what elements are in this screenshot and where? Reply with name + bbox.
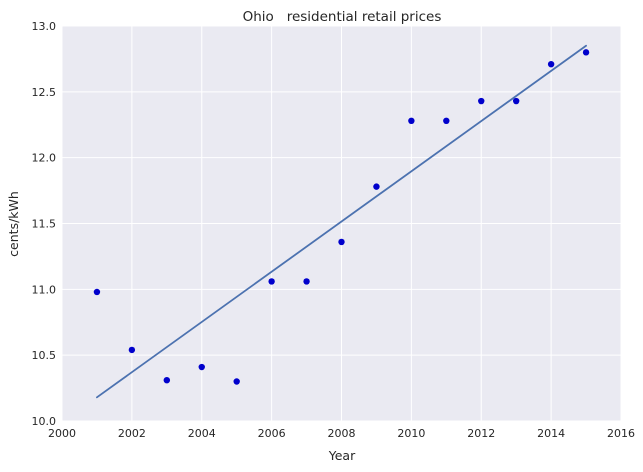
y-tick-label: 13.0 [32,20,57,33]
fit-line [96,44,587,399]
data-point [93,288,101,296]
grid [61,25,622,422]
x-tick-label: 2008 [328,427,356,440]
fit-line-group [96,44,587,399]
x-tick-label: 2004 [188,427,216,440]
data-point [128,346,136,354]
y-tick-label: 10.0 [32,415,57,428]
chart-title: Ohio residential retail prices [243,9,442,25]
y-tick-label: 10.5 [32,349,57,362]
data-point [163,376,171,384]
data-point [338,238,345,246]
data-point [268,278,275,285]
data-point [198,363,205,371]
data-point [408,117,415,125]
x-tick-label: 2014 [537,427,565,440]
x-tick-label: 2016 [607,427,635,440]
data-point [233,378,240,385]
y-tick-label: 11.5 [32,218,57,231]
y-tick-label: 12.5 [32,86,57,99]
y-axis-title: cents/kWh [6,191,21,257]
y-tick-label: 11.0 [32,283,57,296]
x-tick-label: 2002 [118,427,146,440]
x-tick-label: 2010 [397,427,425,440]
x-axis: 2000 2002 2004 2006 2008 2010 2012 2014 2016 [48,427,635,440]
data-point [373,183,380,190]
x-tick-label: 2000 [48,427,76,440]
data-point [547,60,555,68]
data-point [512,97,520,105]
y-axis: 10.0 10.5 11.0 11.5 12.0 12.5 13.0 [32,20,57,428]
data-point [303,278,310,285]
data-point [582,49,590,56]
data-point [443,117,450,125]
data-point [478,97,485,105]
data-points [93,49,590,385]
y-tick-label: 12.0 [32,152,57,165]
x-axis-title: Year [328,448,356,463]
x-tick-label: 2006 [258,427,286,440]
x-tick-label: 2012 [467,427,495,440]
